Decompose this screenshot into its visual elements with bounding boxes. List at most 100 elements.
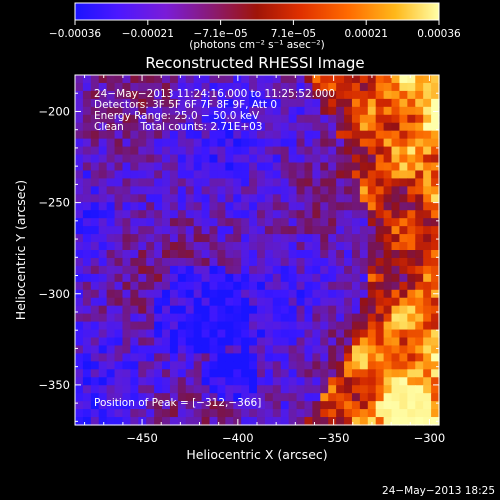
heatmap-cell bbox=[217, 281, 226, 291]
heatmap-cell bbox=[185, 162, 195, 172]
heatmap-cell bbox=[162, 409, 171, 418]
heatmap-cell bbox=[391, 337, 401, 347]
heatmap-cell bbox=[193, 218, 203, 227]
heatmap-cell bbox=[336, 313, 345, 323]
heatmap-cell bbox=[375, 250, 385, 259]
heatmap-cell bbox=[241, 186, 250, 195]
heatmap-cell bbox=[257, 170, 266, 180]
heatmap-cell bbox=[114, 138, 124, 148]
heatmap-cell bbox=[272, 178, 282, 187]
heatmap-cell bbox=[264, 98, 274, 108]
heatmap-cell bbox=[201, 329, 211, 339]
heatmap-cell bbox=[415, 305, 424, 315]
heatmap-cell bbox=[138, 273, 147, 283]
heatmap-cell bbox=[383, 257, 393, 267]
heatmap-cell bbox=[407, 385, 416, 394]
heatmap-cell bbox=[399, 313, 408, 323]
heatmap-cell bbox=[288, 393, 298, 402]
heatmap-cell bbox=[407, 321, 416, 331]
heatmap-cell bbox=[169, 297, 179, 307]
heatmap-cell bbox=[193, 106, 203, 116]
heatmap-cell bbox=[106, 250, 116, 259]
heatmap-cell bbox=[233, 329, 242, 339]
heatmap-cell bbox=[209, 257, 219, 267]
heatmap-cell bbox=[162, 114, 171, 124]
heatmap-cell bbox=[391, 250, 401, 259]
heatmap-cell bbox=[138, 146, 147, 156]
heatmap-cell bbox=[264, 409, 274, 418]
heatmap-cell bbox=[351, 114, 361, 124]
heatmap-cell bbox=[233, 273, 242, 283]
heatmap-cell bbox=[249, 130, 258, 140]
heatmap-cell bbox=[249, 75, 258, 84]
heatmap-cell bbox=[336, 218, 345, 227]
heatmap-cell bbox=[423, 353, 432, 362]
heatmap-cell bbox=[98, 265, 108, 275]
heatmap-cell bbox=[375, 186, 385, 195]
heatmap-cell bbox=[209, 202, 219, 211]
heatmap-cell bbox=[296, 297, 306, 307]
heatmap-cell bbox=[225, 98, 234, 108]
heatmap-cell bbox=[130, 138, 139, 148]
heatmap-cell bbox=[90, 305, 100, 315]
heatmap-cell bbox=[249, 146, 258, 156]
heatmap-cell bbox=[415, 265, 424, 275]
heatmap-cell bbox=[391, 385, 401, 394]
heatmap-cell bbox=[312, 234, 321, 243]
heatmap-cell bbox=[138, 393, 147, 402]
heatmap-cell bbox=[407, 305, 416, 315]
heatmap-cell bbox=[193, 297, 203, 307]
heatmap-cell bbox=[431, 234, 440, 243]
heatmap-cell bbox=[272, 114, 282, 124]
heatmap-cell bbox=[162, 242, 171, 251]
heatmap-cell bbox=[249, 313, 258, 323]
heatmap-cell bbox=[383, 273, 393, 283]
heatmap-cell bbox=[90, 114, 100, 124]
heatmap-cell bbox=[233, 210, 242, 219]
heatmap-cell bbox=[336, 321, 345, 331]
heatmap-cell bbox=[320, 337, 329, 347]
heatmap-cell bbox=[280, 305, 290, 315]
heatmap-cell bbox=[225, 186, 234, 195]
heatmap-cell bbox=[288, 361, 298, 370]
heatmap-cell bbox=[249, 377, 258, 386]
heatmap-cell bbox=[217, 273, 226, 283]
heatmap-cell bbox=[415, 146, 424, 156]
heatmap-cell bbox=[138, 82, 147, 92]
heatmap-cell bbox=[130, 385, 139, 394]
heatmap-cell bbox=[122, 281, 131, 291]
heatmap-cell bbox=[75, 250, 84, 259]
heatmap-cell bbox=[336, 417, 345, 426]
heatmap-cell bbox=[257, 90, 266, 100]
heatmap-cell bbox=[138, 106, 147, 116]
heatmap-cell bbox=[217, 377, 226, 386]
heatmap-cell bbox=[75, 146, 84, 156]
heatmap-cell bbox=[304, 75, 313, 84]
heatmap-cell bbox=[106, 130, 116, 140]
heatmap-cell bbox=[257, 242, 266, 251]
heatmap-cell bbox=[375, 202, 385, 211]
heatmap-cell bbox=[169, 178, 179, 187]
heatmap-cell bbox=[344, 337, 353, 347]
heatmap-cell bbox=[217, 321, 226, 331]
heatmap-cell bbox=[185, 194, 195, 203]
heatmap-cell bbox=[351, 186, 361, 195]
heatmap-cell bbox=[154, 289, 163, 299]
heatmap-cell bbox=[75, 154, 84, 164]
heatmap-cell bbox=[193, 377, 203, 386]
heatmap-cell bbox=[225, 130, 234, 140]
heatmap-cell bbox=[407, 194, 416, 203]
heatmap-cell bbox=[233, 401, 242, 410]
heatmap-cell bbox=[431, 162, 440, 172]
heatmap-cell bbox=[201, 194, 211, 203]
heatmap-cell bbox=[201, 337, 211, 347]
heatmap-cell bbox=[249, 289, 258, 299]
heatmap-cell bbox=[288, 329, 298, 339]
heatmap-cell bbox=[367, 393, 377, 402]
heatmap-cell bbox=[320, 273, 329, 283]
heatmap-cell bbox=[312, 226, 321, 235]
heatmap-cell bbox=[98, 401, 108, 410]
heatmap-cell bbox=[320, 138, 329, 148]
heatmap-cell bbox=[75, 170, 84, 180]
heatmap-cell bbox=[257, 345, 266, 355]
